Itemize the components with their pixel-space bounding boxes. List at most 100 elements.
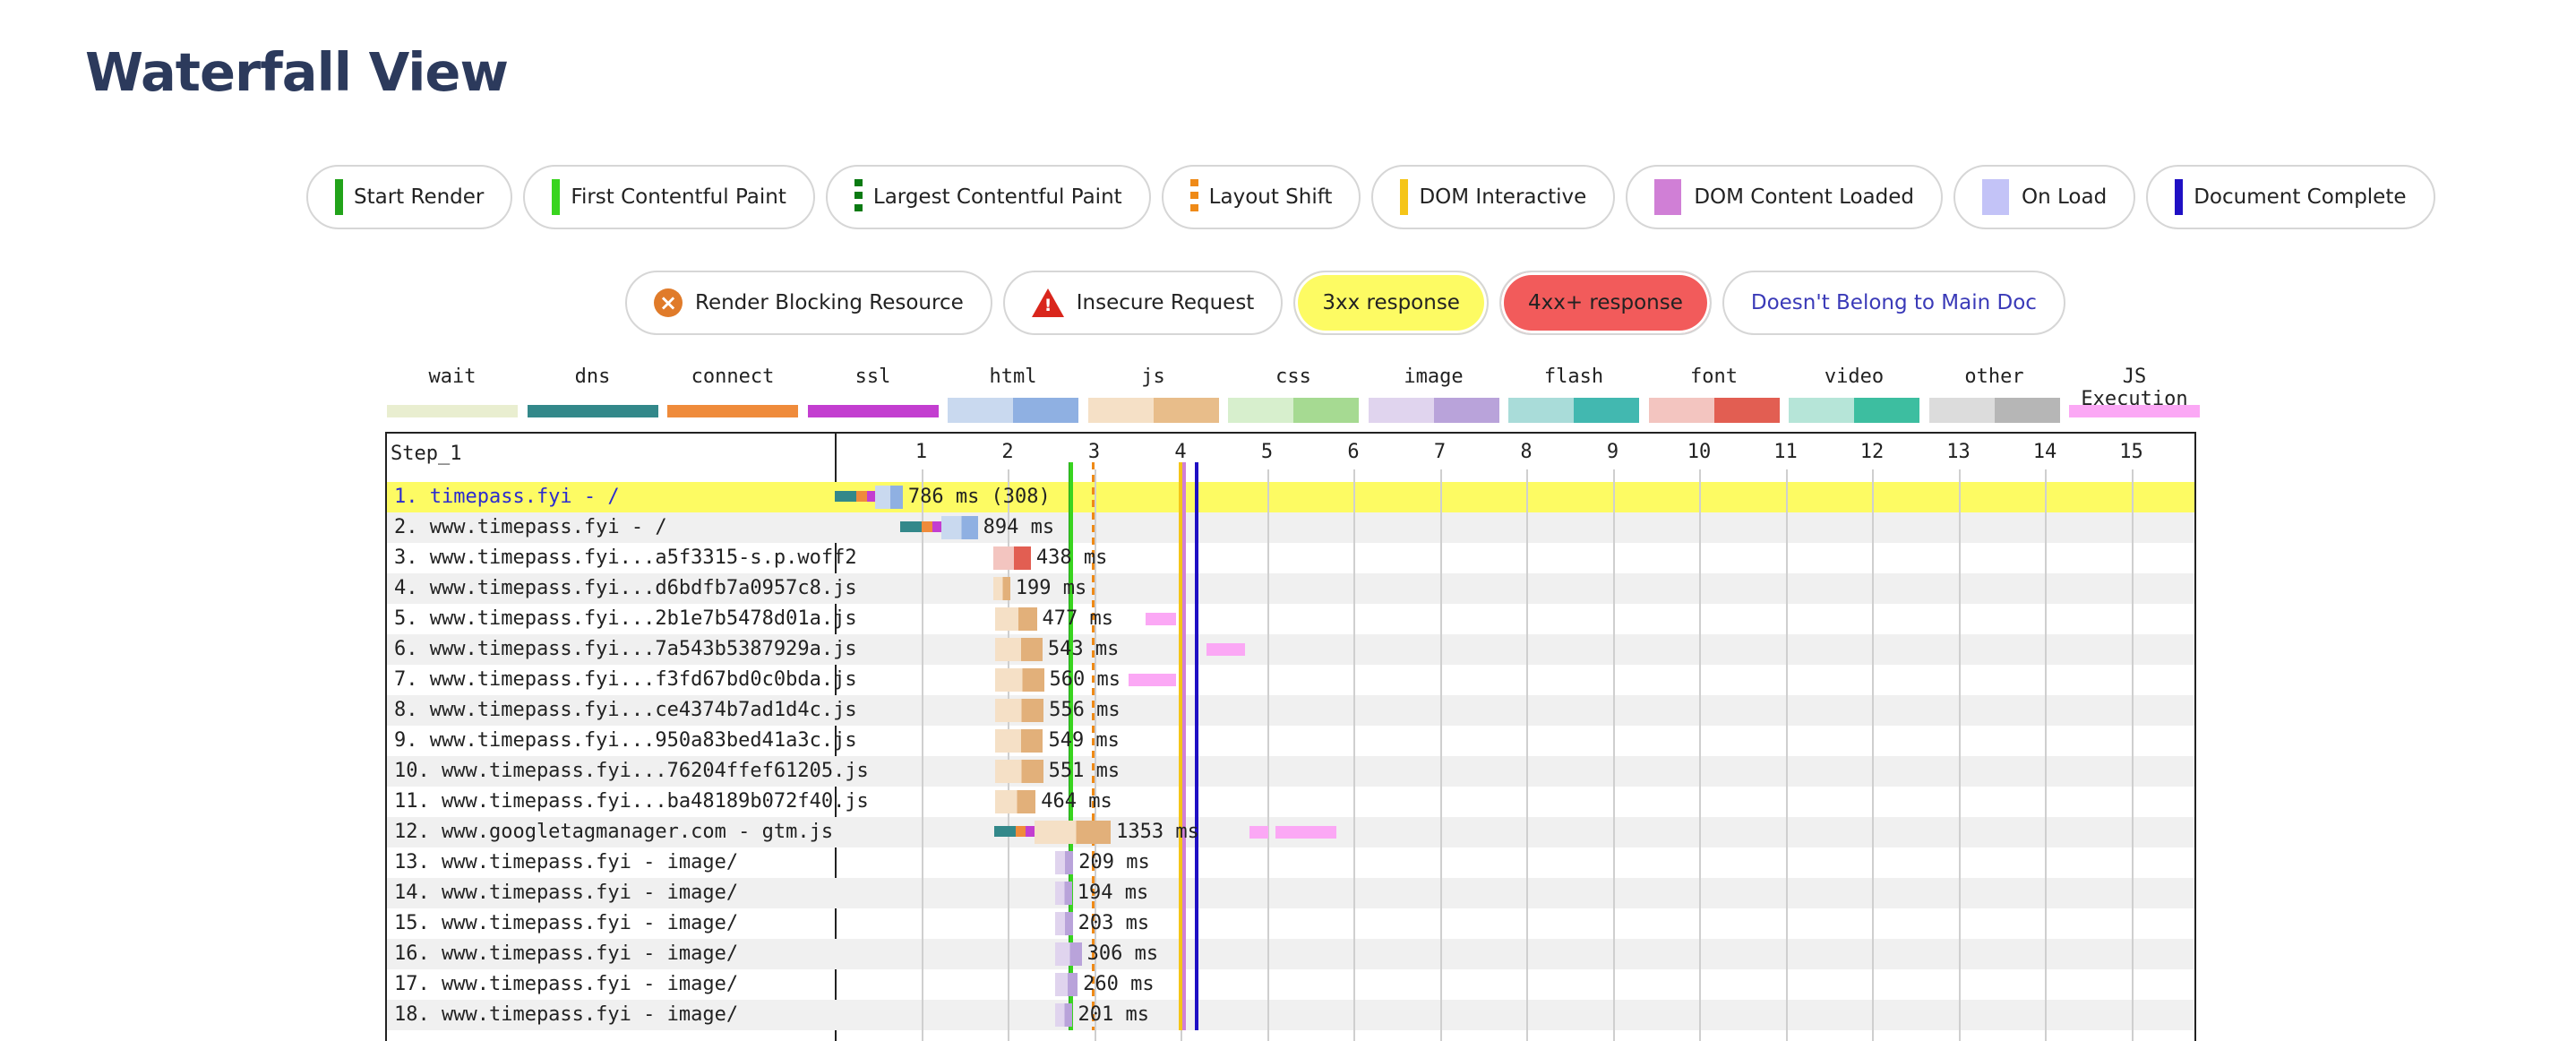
request-url: 3. www.timepass.fyi...a5f3315-s.p.woff2 xyxy=(394,546,857,569)
request-duration: 543 ms xyxy=(1047,638,1120,660)
image-legend-label: image xyxy=(1404,366,1464,388)
layout-shift-swatch xyxy=(1189,179,1198,215)
request-duration: 438 ms xyxy=(1035,546,1108,569)
connect-legend-swatch xyxy=(667,405,798,417)
request-bar xyxy=(995,638,1043,661)
js-legend-swatch xyxy=(1087,398,1219,423)
timeline-gridline xyxy=(1785,469,1788,1041)
request-url: 7. www.timepass.fyi...f3fd67bd0c0bda.js xyxy=(394,668,857,691)
request-duration: 786 ms (308) xyxy=(907,486,1051,508)
js-execution-segment xyxy=(1146,613,1177,625)
layout-shift-legend-item[interactable]: Layout Shift xyxy=(1161,165,1361,229)
request-row-7[interactable]: 7. www.timepass.fyi...f3fd67bd0c0bda.js xyxy=(387,665,2194,695)
request-row-2[interactable]: 2. www.timepass.fyi - / xyxy=(387,512,2194,543)
request-bar xyxy=(995,760,1043,783)
request-row-11[interactable]: 11. www.timepass.fyi...ba48189b072f40.js xyxy=(387,787,2194,817)
dom-content-loaded-label: DOM Content Loaded xyxy=(1694,185,1915,209)
first-contentful-paint-legend-item[interactable]: First Contentful Paint xyxy=(523,165,815,229)
request-row-10[interactable]: 10. www.timepass.fyi...76204ffef61205.js xyxy=(387,756,2194,787)
dom-content-loaded-legend-item[interactable]: DOM Content Loaded xyxy=(1626,165,1944,229)
request-url: 12. www.googletagmanager.com - gtm.js xyxy=(394,821,834,843)
insecure-request-label: Insecure Request xyxy=(1076,291,1255,314)
html-legend-swatch xyxy=(948,398,1078,423)
indicator-legend: × Render Blocking Resource! Insecure Reque… xyxy=(625,271,2065,335)
connection-segment xyxy=(866,491,876,502)
insecure-request-legend-item[interactable]: ! Insecure Request xyxy=(1002,271,1284,335)
request-duration: 894 ms xyxy=(983,516,1055,538)
request-url: 5. www.timepass.fyi...2b1e7b5478d01a.js xyxy=(394,607,857,630)
connect-legend-label: connect xyxy=(691,366,775,388)
timeline-gridline xyxy=(1612,469,1615,1041)
4xx-response-legend-item[interactable]: 4xx+ response xyxy=(1498,271,1712,335)
request-row-3[interactable]: 3. www.timepass.fyi...a5f3315-s.p.woff2 xyxy=(387,543,2194,573)
render-blocking-resource-legend-item[interactable]: × Render Blocking Resource xyxy=(625,271,992,335)
document-complete-line xyxy=(1195,462,1199,1030)
request-bar xyxy=(1055,882,1072,905)
timeline-tick-label: 2 xyxy=(1001,441,1014,463)
dom-content-loaded-swatch xyxy=(1654,179,1682,215)
request-duration: 260 ms xyxy=(1083,973,1155,995)
dom-interactive-legend-item[interactable]: DOM Interactive xyxy=(1371,165,1616,229)
request-bar xyxy=(995,607,1037,631)
request-duration: 549 ms xyxy=(1048,729,1120,752)
3xx-response-legend-item[interactable]: 3xx response xyxy=(1293,271,1489,335)
wait-legend-swatch xyxy=(387,405,518,417)
request-row-17[interactable]: 17. www.timepass.fyi - image/ xyxy=(387,969,2194,1000)
request-row-13[interactable]: 13. www.timepass.fyi - image/ xyxy=(387,847,2194,878)
request-duration: 477 ms xyxy=(1042,607,1113,630)
waterfall-chart: Step_1 1. timepass.fyi - / 2. www.timepas… xyxy=(385,432,2196,1041)
request-bar xyxy=(995,790,1036,813)
request-row-15[interactable]: 15. www.timepass.fyi - image/ xyxy=(387,908,2194,939)
dom-interactive-label: DOM Interactive xyxy=(1419,185,1587,209)
largest-contentful-paint-legend-item[interactable]: Largest Contentful Paint xyxy=(825,165,1151,229)
timeline-tick-label: 5 xyxy=(1260,441,1274,463)
request-url: 6. www.timepass.fyi...7a543b5387929a.js xyxy=(394,638,857,660)
html-legend-label: html xyxy=(989,366,1037,388)
request-duration: 464 ms xyxy=(1041,790,1112,813)
on-load-legend-item[interactable]: On Load xyxy=(1953,165,2136,229)
request-duration: 551 ms xyxy=(1048,760,1121,782)
first-contentful-paint-line xyxy=(1069,462,1074,1030)
timeline-tick-label: 8 xyxy=(1520,441,1533,463)
timeline-gridline xyxy=(1439,469,1442,1041)
request-row-8[interactable]: 8. www.timepass.fyi...ce4374b7ad1d4c.js xyxy=(387,695,2194,726)
request-row-4[interactable]: 4. www.timepass.fyi...d6bdfb7a0957c8.js xyxy=(387,573,2194,604)
timeline-gridline xyxy=(2045,469,2047,1041)
request-row-14[interactable]: 14. www.timepass.fyi - image/ xyxy=(387,878,2194,908)
request-row-6[interactable]: 6. www.timepass.fyi...7a543b5387929a.js xyxy=(387,634,2194,665)
document-complete-legend-item[interactable]: Document Complete xyxy=(2146,165,2435,229)
start-render-legend-item[interactable]: Start Render xyxy=(306,165,513,229)
image-legend-swatch xyxy=(1368,398,1499,423)
request-row-1[interactable]: 1. timepass.fyi - / xyxy=(387,482,2194,512)
request-duration: 1353 ms xyxy=(1116,821,1199,843)
4xx-response-label: 4xx+ response xyxy=(1527,291,1683,314)
on-load-label: On Load xyxy=(2022,185,2108,209)
request-row-5[interactable]: 5. www.timepass.fyi...2b1e7b5478d01a.js xyxy=(387,604,2194,634)
font-legend-swatch xyxy=(1648,398,1780,423)
largest-contentful-paint-label: Largest Contentful Paint xyxy=(872,185,1122,209)
js-execution-legend-swatch xyxy=(2069,405,2200,417)
timeline-tick-label: 14 xyxy=(2032,441,2057,463)
timeline-tick-label: 3 xyxy=(1087,441,1101,463)
request-duration: 194 ms xyxy=(1077,882,1149,904)
dom-content-loaded-line xyxy=(1181,462,1186,1030)
timeline-gridline xyxy=(2131,469,2134,1041)
first-contentful-paint-label: First Contentful Paint xyxy=(571,185,786,209)
connection-segment xyxy=(900,521,923,532)
dom-interactive-line xyxy=(1179,462,1183,1030)
doesn-t-belong-to-main-doc-legend-item[interactable]: Doesn't Belong to Main Doc xyxy=(1722,271,2065,335)
request-row-9[interactable]: 9. www.timepass.fyi...950a83bed41a3c.js xyxy=(387,726,2194,756)
request-url: 1. timepass.fyi - / xyxy=(394,486,620,508)
page-title: Waterfall View xyxy=(85,41,509,103)
request-row-16[interactable]: 16. www.timepass.fyi - image/ xyxy=(387,939,2194,969)
request-url: 10. www.timepass.fyi...76204ffef61205.js xyxy=(394,760,869,782)
doesn-t-belong-to-main-doc-label: Doesn't Belong to Main Doc xyxy=(1750,291,2037,314)
connection-segment xyxy=(922,521,933,532)
connection-segment xyxy=(835,491,857,502)
connection-segment xyxy=(993,826,1016,837)
request-duration: 201 ms xyxy=(1078,1003,1149,1026)
request-row-18[interactable]: 18. www.timepass.fyi - image/ xyxy=(387,1000,2194,1030)
timeline-tick-label: 10 xyxy=(1687,441,1712,463)
request-bar xyxy=(995,668,1044,692)
render-blocking-icon: × xyxy=(654,288,683,317)
